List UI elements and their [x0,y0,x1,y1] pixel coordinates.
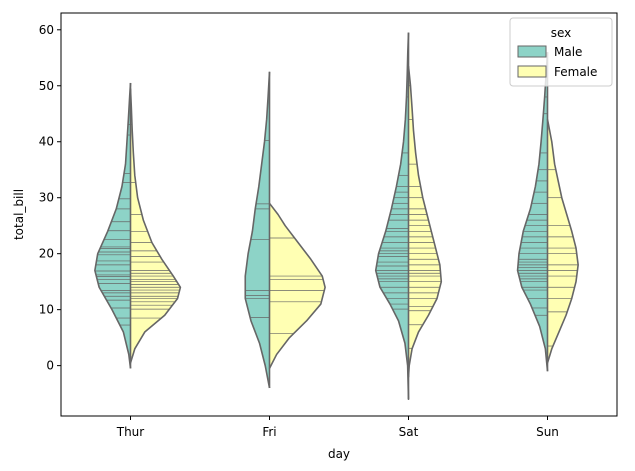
y-tick-label: 30 [39,191,54,205]
x-tick-label: Fri [262,425,276,439]
x-tick-label: Thur [116,425,145,439]
violin-outline [129,88,182,364]
y-tick-label: 50 [39,79,54,93]
violin-female-thur [130,88,181,363]
violin-outline [94,82,132,370]
x-axis-label: day [328,447,350,461]
legend[interactable]: sex Male Female [509,17,613,87]
legend-label-female: Female [554,65,597,79]
y-tick-label: 0 [46,359,54,373]
y-tick-label: 40 [39,135,54,149]
violin-outline [268,202,326,370]
violin-male-sat [375,32,409,400]
y-axis: 0 10 20 30 40 50 60 [39,23,61,373]
y-axis-label: total_bill [12,189,26,240]
legend-title: sex [551,26,572,40]
violin-male-thur [94,82,131,369]
y-tick-label: 10 [39,303,54,317]
violin-outline [546,119,579,364]
x-axis: Thur Fri Sat Sun [116,416,559,439]
y-tick-label: 20 [39,247,54,261]
axes-frame [60,12,618,417]
violin-female-sat [408,66,442,377]
legend-swatch-female [517,65,547,78]
violin-female-fri [269,203,326,369]
violin-male-sun [517,52,548,372]
violin-outline [374,32,410,401]
violins-layer [94,32,579,401]
violin-outline [407,66,443,378]
legend-label-male: Male [554,45,582,59]
violin-outline [516,52,549,373]
x-tick-label: Sun [536,425,559,439]
x-tick-label: Sat [399,425,419,439]
legend-swatch-male [517,45,547,58]
y-tick-label: 60 [39,23,54,37]
violin-outline [244,71,271,389]
